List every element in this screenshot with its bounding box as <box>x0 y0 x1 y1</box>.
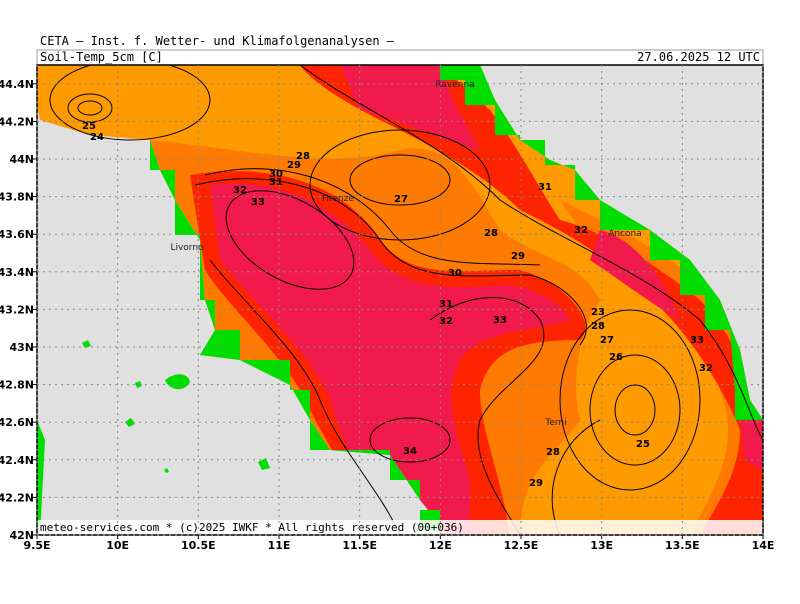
contour-label: 27 <box>600 335 614 346</box>
y-tick-label: 42.2N <box>0 491 34 504</box>
place-name: Livorno <box>170 243 204 253</box>
y-tick-label: 44.4N <box>0 78 34 91</box>
x-tick-label: 10E <box>106 539 129 552</box>
contour-label: 34 <box>403 446 417 457</box>
contour-label: 23 <box>591 307 605 318</box>
contour-label: 31 <box>269 177 283 188</box>
contour-label: 33 <box>251 197 265 208</box>
contour-label: 26 <box>609 352 623 363</box>
contour-label: 28 <box>296 151 310 162</box>
place-name: Terni <box>544 418 566 428</box>
y-tick-label: 43.8N <box>0 191 34 204</box>
x-tick-label: 10.5E <box>181 539 216 552</box>
contour-label: 28 <box>546 447 560 458</box>
y-tick-label: 42N <box>9 529 34 542</box>
place-name: Firenze <box>322 194 354 204</box>
contour-label: 30 <box>269 169 283 180</box>
contour-label: 31 <box>439 299 453 310</box>
x-tick-label: 11E <box>268 539 291 552</box>
place-name: Ancona <box>608 229 642 239</box>
contour-label: 24 <box>90 132 104 143</box>
y-tick-label: 42.8N <box>0 379 34 392</box>
footer-strip <box>37 520 763 535</box>
place-name: Ravenna <box>435 80 474 90</box>
x-tick-label: 9.5E <box>23 539 50 552</box>
y-tick-label: 43.4N <box>0 266 34 279</box>
contour-label: 31 <box>538 182 552 193</box>
contour-label: 29 <box>511 251 525 262</box>
x-tick-label: 12.5E <box>504 539 539 552</box>
contour-label: 29 <box>529 478 543 489</box>
x-tick-label: 14E <box>752 539 775 552</box>
map-field <box>37 65 763 535</box>
contour-label: 33 <box>690 335 704 346</box>
footer-credit: meteo-services.com * (c)2025 IWKF * All … <box>40 521 464 534</box>
contour-label: 32 <box>699 363 713 374</box>
y-tick-label: 43.2N <box>0 303 34 316</box>
contour-label: 30 <box>448 268 462 279</box>
x-tick-label: 13.5E <box>665 539 700 552</box>
y-tick-label: 44N <box>9 153 34 166</box>
contour-label: 29 <box>287 160 301 171</box>
contour-label: 32 <box>574 225 588 236</box>
valid-time: 27.06.2025 12 UTC <box>637 50 760 64</box>
header-title: CETA — Inst. f. Wetter- und Klimafolgena… <box>40 34 395 48</box>
y-tick-label: 43.6N <box>0 228 34 241</box>
contour-label: 32 <box>439 316 453 327</box>
contour-label: 28 <box>484 228 498 239</box>
contour-label: 27 <box>394 194 408 205</box>
x-tick-label: 12E <box>429 539 452 552</box>
y-tick-label: 42.4N <box>0 454 34 467</box>
contour-label: 25 <box>82 121 96 132</box>
contour-label: 28 <box>591 321 605 332</box>
contour-label: 25 <box>636 439 650 450</box>
x-tick-label: 13E <box>590 539 613 552</box>
contour-label: 32 <box>233 185 247 196</box>
y-tick-label: 44.2N <box>0 115 34 128</box>
contour-label: 33 <box>493 315 507 326</box>
x-tick-label: 11.5E <box>342 539 377 552</box>
variable-label: Soil-Temp_5cm [C] <box>40 50 163 64</box>
y-tick-label: 43N <box>9 341 34 354</box>
y-tick-label: 42.6N <box>0 416 34 429</box>
